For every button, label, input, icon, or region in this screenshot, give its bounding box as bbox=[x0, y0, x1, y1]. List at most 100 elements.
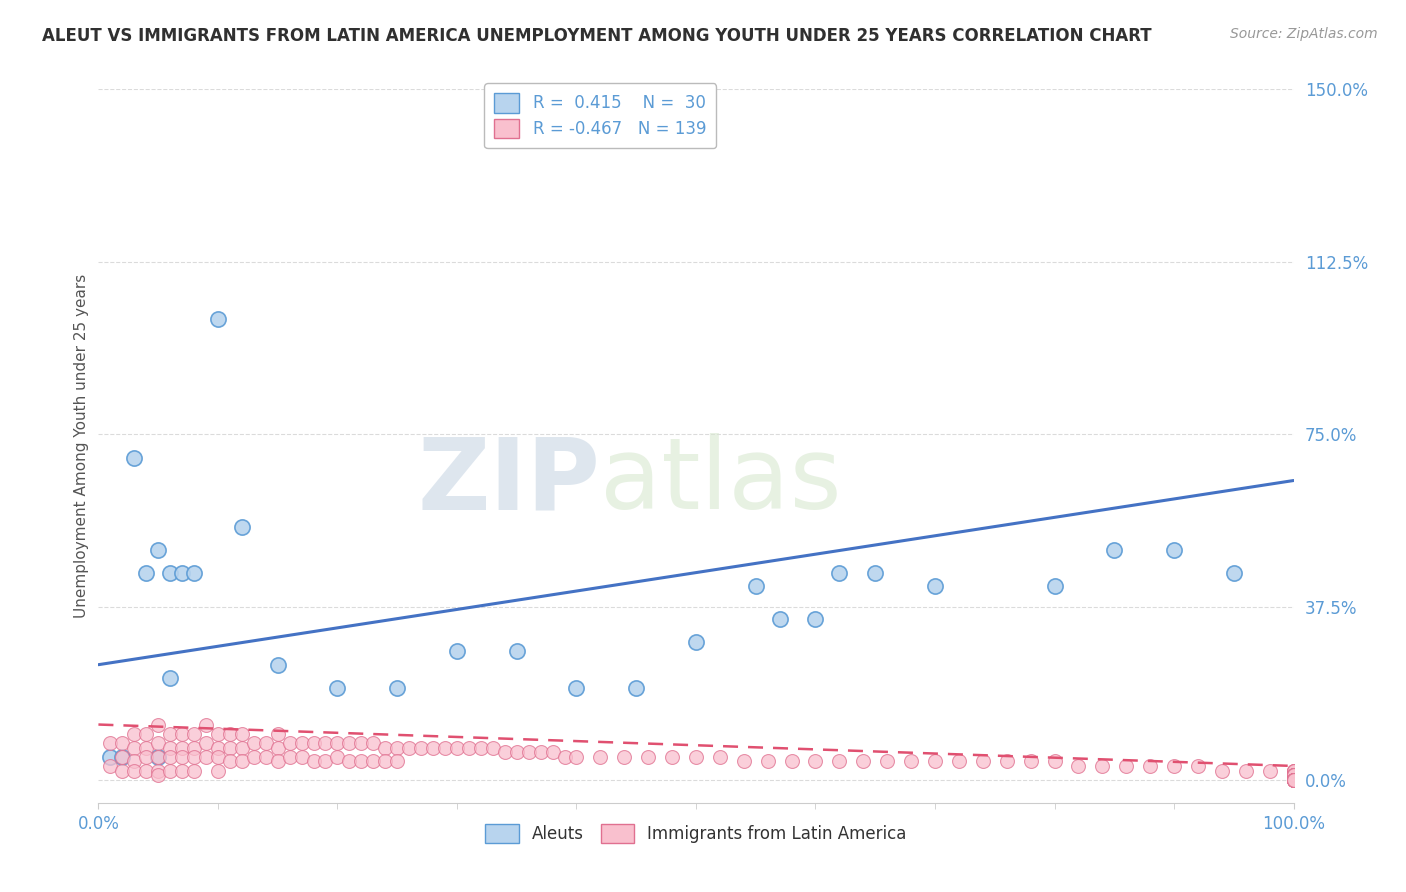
Point bbox=[207, 764, 229, 778]
Point bbox=[1163, 759, 1185, 773]
Point bbox=[302, 736, 325, 750]
Point bbox=[326, 736, 349, 750]
Point bbox=[541, 745, 564, 759]
Point bbox=[339, 755, 361, 769]
Point bbox=[350, 736, 373, 750]
Point bbox=[1282, 768, 1305, 782]
Point bbox=[302, 755, 325, 769]
Point bbox=[613, 749, 636, 764]
Text: atlas: atlas bbox=[600, 434, 842, 530]
Point bbox=[183, 740, 205, 755]
Point bbox=[135, 764, 157, 778]
Point bbox=[231, 519, 253, 533]
Point bbox=[1067, 759, 1090, 773]
Point bbox=[685, 749, 707, 764]
Point bbox=[865, 566, 887, 580]
Point bbox=[446, 740, 468, 755]
Point bbox=[1282, 772, 1305, 787]
Point bbox=[1104, 542, 1126, 557]
Point bbox=[626, 681, 648, 695]
Point bbox=[148, 542, 170, 557]
Point bbox=[98, 749, 122, 764]
Text: Source: ZipAtlas.com: Source: ZipAtlas.com bbox=[1230, 27, 1378, 41]
Point bbox=[709, 749, 731, 764]
Point bbox=[422, 740, 444, 755]
Point bbox=[637, 749, 659, 764]
Point bbox=[148, 717, 170, 731]
Point bbox=[135, 740, 157, 755]
Point bbox=[804, 755, 827, 769]
Point bbox=[219, 740, 242, 755]
Text: ZIP: ZIP bbox=[418, 434, 600, 530]
Point bbox=[517, 745, 540, 759]
Point bbox=[243, 736, 266, 750]
Point bbox=[219, 727, 242, 741]
Point bbox=[1091, 759, 1114, 773]
Point bbox=[363, 736, 385, 750]
Point bbox=[828, 566, 851, 580]
Point bbox=[1282, 772, 1305, 787]
Point bbox=[506, 644, 529, 658]
Point bbox=[1282, 772, 1305, 787]
Point bbox=[135, 727, 157, 741]
Point bbox=[1282, 768, 1305, 782]
Point bbox=[135, 566, 157, 580]
Point bbox=[1282, 772, 1305, 787]
Point bbox=[148, 768, 170, 782]
Point bbox=[172, 749, 194, 764]
Point bbox=[231, 740, 253, 755]
Point bbox=[1187, 759, 1209, 773]
Point bbox=[159, 749, 181, 764]
Point bbox=[565, 681, 588, 695]
Point bbox=[1282, 768, 1305, 782]
Point bbox=[243, 749, 266, 764]
Y-axis label: Unemployment Among Youth under 25 years: Unemployment Among Youth under 25 years bbox=[75, 274, 89, 618]
Point bbox=[470, 740, 492, 755]
Point bbox=[111, 749, 134, 764]
Point bbox=[900, 755, 922, 769]
Point bbox=[398, 740, 420, 755]
Point bbox=[1282, 772, 1305, 787]
Point bbox=[804, 612, 827, 626]
Point bbox=[685, 634, 707, 648]
Point bbox=[458, 740, 481, 755]
Point bbox=[195, 717, 218, 731]
Point bbox=[291, 736, 314, 750]
Point bbox=[172, 566, 194, 580]
Point bbox=[661, 749, 683, 764]
Point bbox=[1282, 772, 1305, 787]
Point bbox=[195, 736, 218, 750]
Point bbox=[207, 312, 229, 326]
Point bbox=[124, 740, 146, 755]
Point bbox=[267, 727, 290, 741]
Point bbox=[1211, 764, 1233, 778]
Point bbox=[315, 755, 337, 769]
Point bbox=[1234, 764, 1257, 778]
Legend: Aleuts, Immigrants from Latin America: Aleuts, Immigrants from Latin America bbox=[477, 815, 915, 852]
Point bbox=[183, 764, 205, 778]
Point bbox=[98, 736, 122, 750]
Point bbox=[183, 566, 205, 580]
Point bbox=[291, 749, 314, 764]
Point bbox=[195, 749, 218, 764]
Point bbox=[1043, 579, 1066, 593]
Point bbox=[207, 749, 229, 764]
Point bbox=[267, 657, 290, 672]
Point bbox=[111, 749, 134, 764]
Point bbox=[972, 755, 994, 769]
Point bbox=[172, 740, 194, 755]
Point bbox=[159, 566, 181, 580]
Text: ALEUT VS IMMIGRANTS FROM LATIN AMERICA UNEMPLOYMENT AMONG YOUTH UNDER 25 YEARS C: ALEUT VS IMMIGRANTS FROM LATIN AMERICA U… bbox=[42, 27, 1152, 45]
Point bbox=[1282, 768, 1305, 782]
Point bbox=[159, 740, 181, 755]
Point bbox=[769, 612, 792, 626]
Point bbox=[1282, 772, 1305, 787]
Point bbox=[434, 740, 457, 755]
Point bbox=[1282, 768, 1305, 782]
Point bbox=[1282, 772, 1305, 787]
Point bbox=[780, 755, 803, 769]
Point bbox=[350, 755, 373, 769]
Point bbox=[124, 450, 146, 465]
Point bbox=[207, 727, 229, 741]
Point bbox=[231, 727, 253, 741]
